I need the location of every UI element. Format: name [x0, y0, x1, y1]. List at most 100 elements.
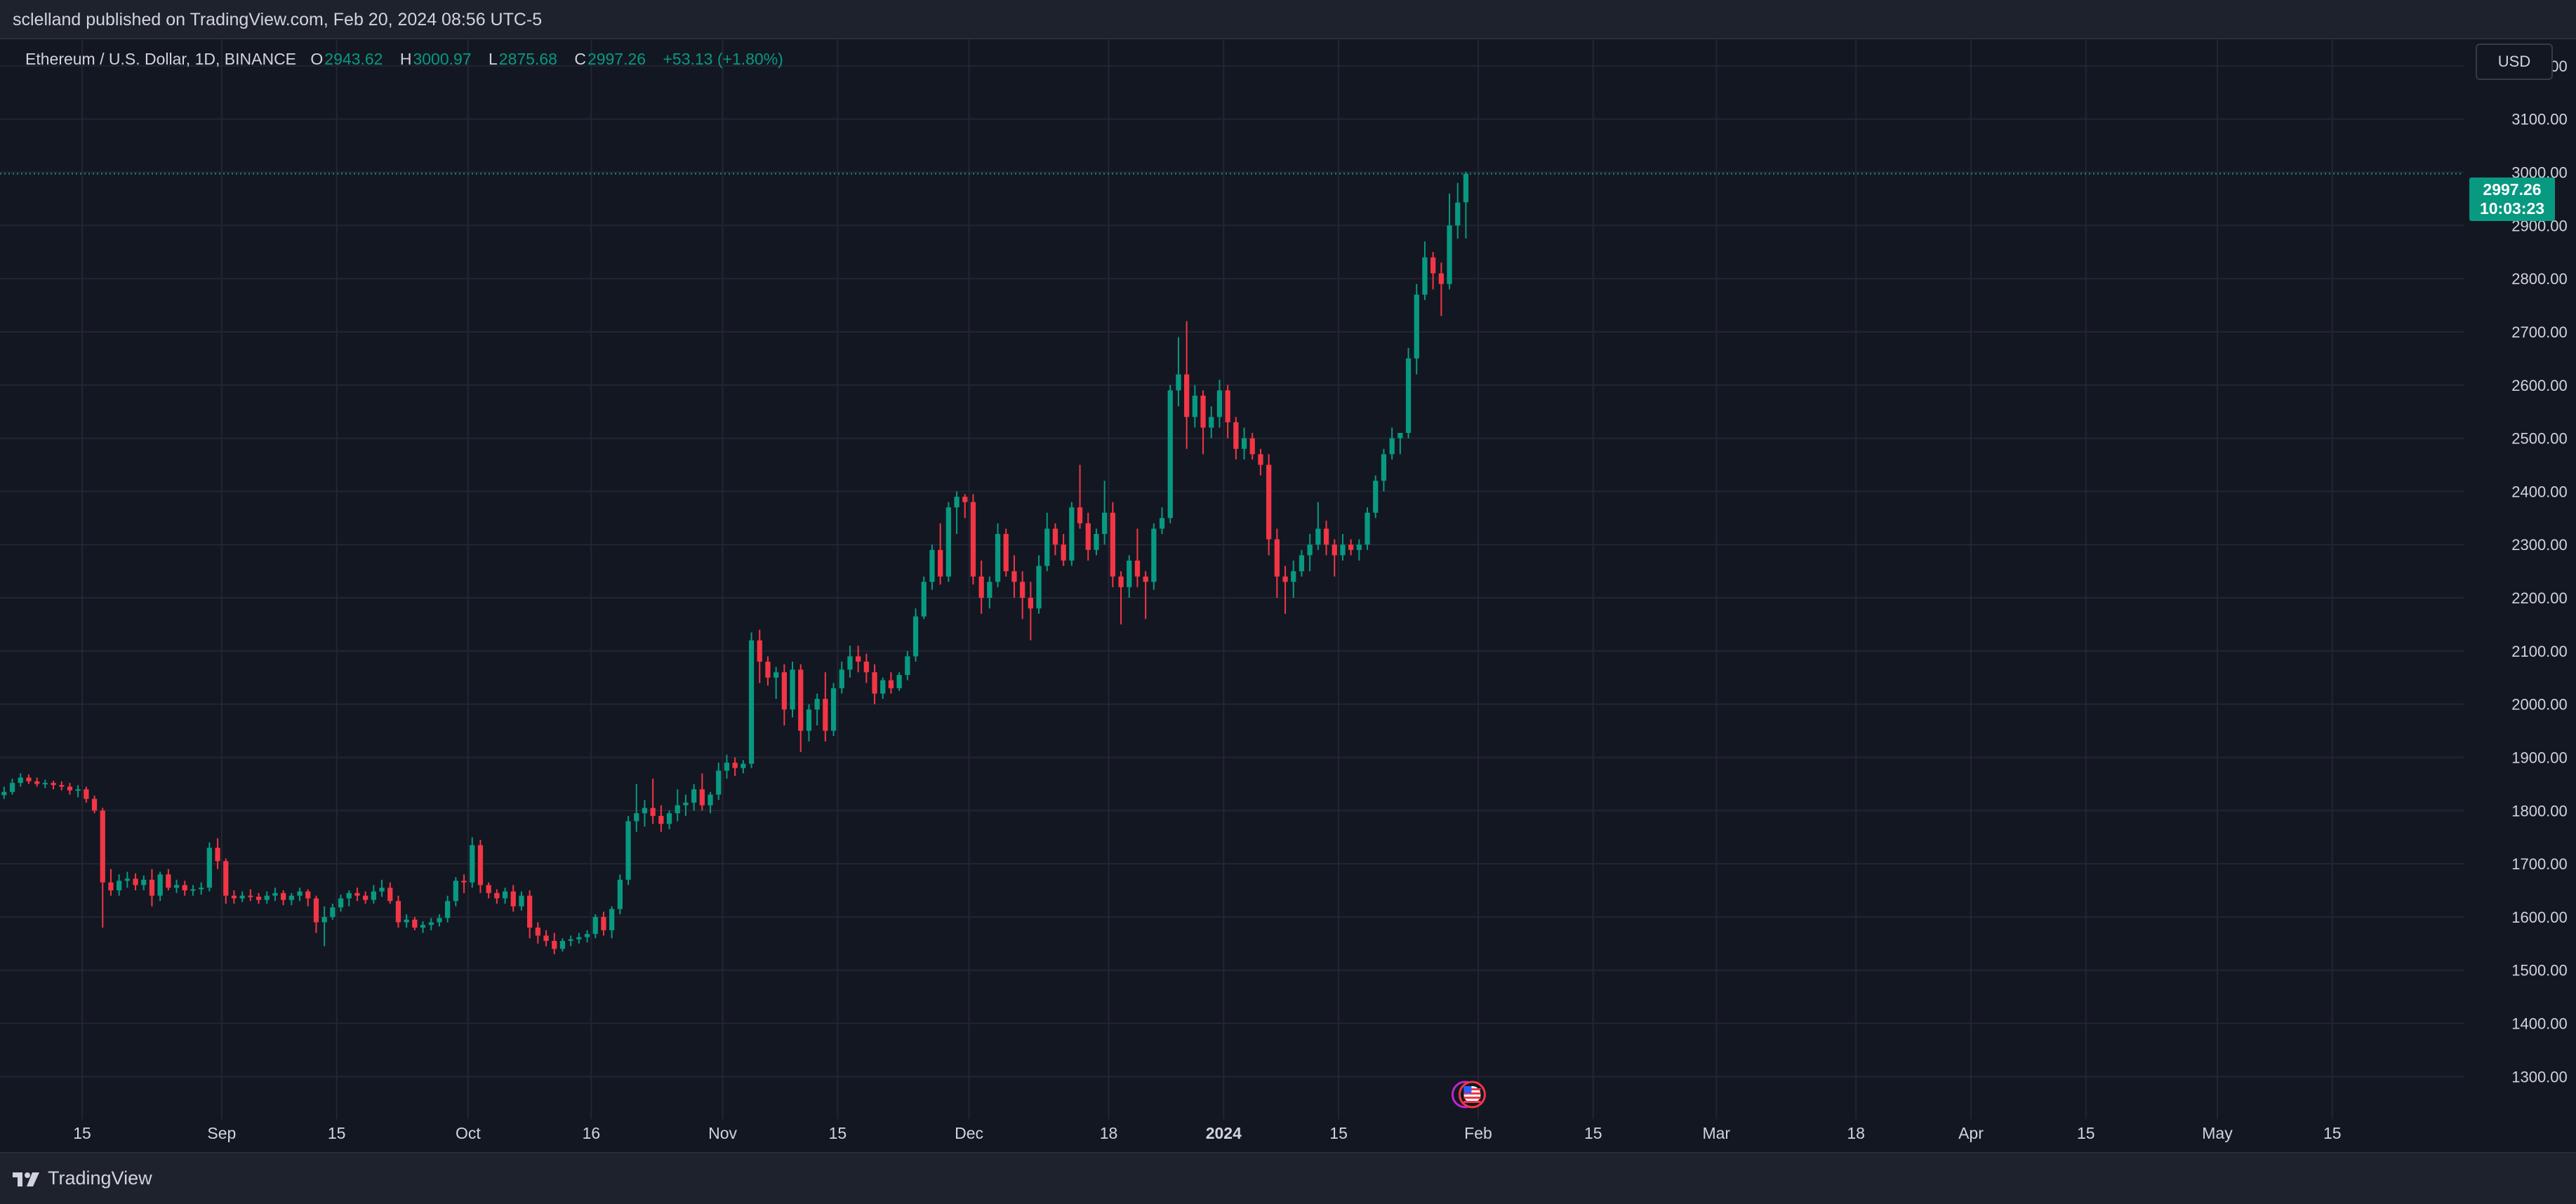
candle-body: [1455, 202, 1461, 226]
y-tick-label: 1800.00: [2511, 802, 2568, 820]
candle-body: [601, 916, 606, 930]
y-tick-label: 1300.00: [2511, 1068, 2568, 1085]
candle-body: [823, 699, 828, 731]
candle-body: [1102, 512, 1108, 535]
candle-body: [806, 709, 812, 731]
candle-body: [1389, 438, 1395, 455]
candle-body: [896, 674, 902, 688]
candle-body: [592, 916, 598, 935]
candle-body: [59, 784, 65, 787]
candle-body: [91, 798, 98, 811]
candle-body: [584, 934, 590, 937]
x-tick-label: Feb: [1464, 1124, 1492, 1142]
x-tick-label: 15: [1329, 1124, 1348, 1142]
x-tick-label: 18: [1100, 1124, 1118, 1142]
candle-body: [75, 789, 81, 791]
candle-body: [1414, 294, 1419, 359]
tradingview-logo[interactable]: TradingView: [11, 1168, 152, 1189]
candle-body: [387, 888, 393, 902]
currency-button[interactable]: USD: [2476, 44, 2553, 80]
candle-body: [1020, 582, 1025, 598]
candle-body: [67, 787, 73, 791]
candle-body: [814, 699, 820, 710]
high-label: H: [399, 50, 412, 68]
candle-body: [888, 680, 894, 688]
candle-body: [1356, 544, 1362, 550]
candle-body: [108, 882, 114, 891]
candle-body: [1241, 438, 1247, 449]
candle-body: [1011, 571, 1017, 582]
candle-body: [461, 881, 467, 883]
candle-body: [117, 881, 122, 891]
candle-body: [1036, 566, 1042, 609]
candle-body: [543, 935, 549, 942]
candle-body: [978, 576, 984, 598]
candle-body: [748, 640, 755, 764]
candle-body: [338, 898, 344, 908]
candle-body: [691, 789, 697, 803]
candle-body: [1085, 523, 1091, 550]
last-price-tag: 2997.26 10:03:23: [2469, 178, 2555, 221]
candle-body: [1159, 518, 1165, 529]
candle-body: [1365, 512, 1370, 545]
x-tick-label: Oct: [456, 1124, 481, 1142]
x-tick-label: 18: [1847, 1124, 1865, 1142]
candle-body: [921, 582, 927, 617]
candle-body: [231, 895, 237, 899]
candle-body: [42, 782, 48, 784]
x-tick-label: 15: [2077, 1124, 2095, 1142]
candle-body: [708, 794, 713, 805]
candle-body: [133, 878, 138, 885]
y-tick-label: 2000.00: [2511, 696, 2568, 714]
x-tick-label: 15: [328, 1124, 346, 1142]
x-tick-label: 15: [1584, 1124, 1602, 1142]
candle-body: [26, 777, 32, 782]
candle-body: [239, 895, 245, 899]
grid-lines: [0, 39, 2464, 1119]
candle-body: [741, 763, 746, 768]
candle-body: [568, 939, 573, 942]
candle-body: [272, 892, 278, 896]
candle-body: [1438, 273, 1444, 284]
candle-body: [929, 549, 935, 582]
y-tick-label: 2500.00: [2511, 430, 2568, 448]
low-value: 2875.68: [498, 50, 557, 68]
candle-body: [1422, 257, 1428, 295]
candle-body: [699, 789, 705, 805]
candle-body: [856, 656, 861, 662]
candle-body: [650, 808, 656, 816]
candle-body: [1134, 560, 1141, 577]
x-tick-label: Nov: [708, 1124, 737, 1142]
candle-body: [84, 789, 89, 799]
candle-body: [527, 895, 533, 928]
candle-body: [625, 821, 631, 880]
x-tick-label: Apr: [1958, 1124, 1984, 1142]
candle-body: [166, 874, 171, 888]
y-tick-label: 2400.00: [2511, 483, 2568, 500]
footer-brand: TradingView: [48, 1168, 152, 1189]
bar-countdown: 10:03:23: [2479, 199, 2545, 218]
candle-body: [1151, 528, 1157, 582]
y-tick-label: 1400.00: [2511, 1015, 2568, 1033]
symbol-name[interactable]: Ethereum / U.S. Dollar, 1D, BINANCE: [25, 50, 297, 68]
candle-body: [173, 885, 180, 888]
candle-body: [363, 895, 369, 900]
candles: [1, 171, 1469, 954]
high-value: 3000.97: [413, 50, 472, 68]
candle-body: [1274, 539, 1280, 577]
candle-body: [798, 669, 804, 731]
candle-body: [1052, 528, 1058, 545]
candle-body: [313, 898, 319, 923]
candle-body: [938, 549, 943, 577]
x-tick-label: Mar: [1702, 1124, 1730, 1142]
published-text: sclelland published on TradingView.com, …: [13, 10, 543, 29]
candle-body: [1094, 534, 1099, 550]
candle-body: [535, 928, 540, 936]
x-tick-label: 2024: [1206, 1124, 1242, 1142]
candle-body: [1216, 390, 1223, 417]
candle-body: [1373, 481, 1379, 513]
y-tick-label: 1600.00: [2511, 909, 2568, 926]
chart-area[interactable]: [0, 39, 2576, 1152]
candle-body: [1110, 512, 1115, 577]
